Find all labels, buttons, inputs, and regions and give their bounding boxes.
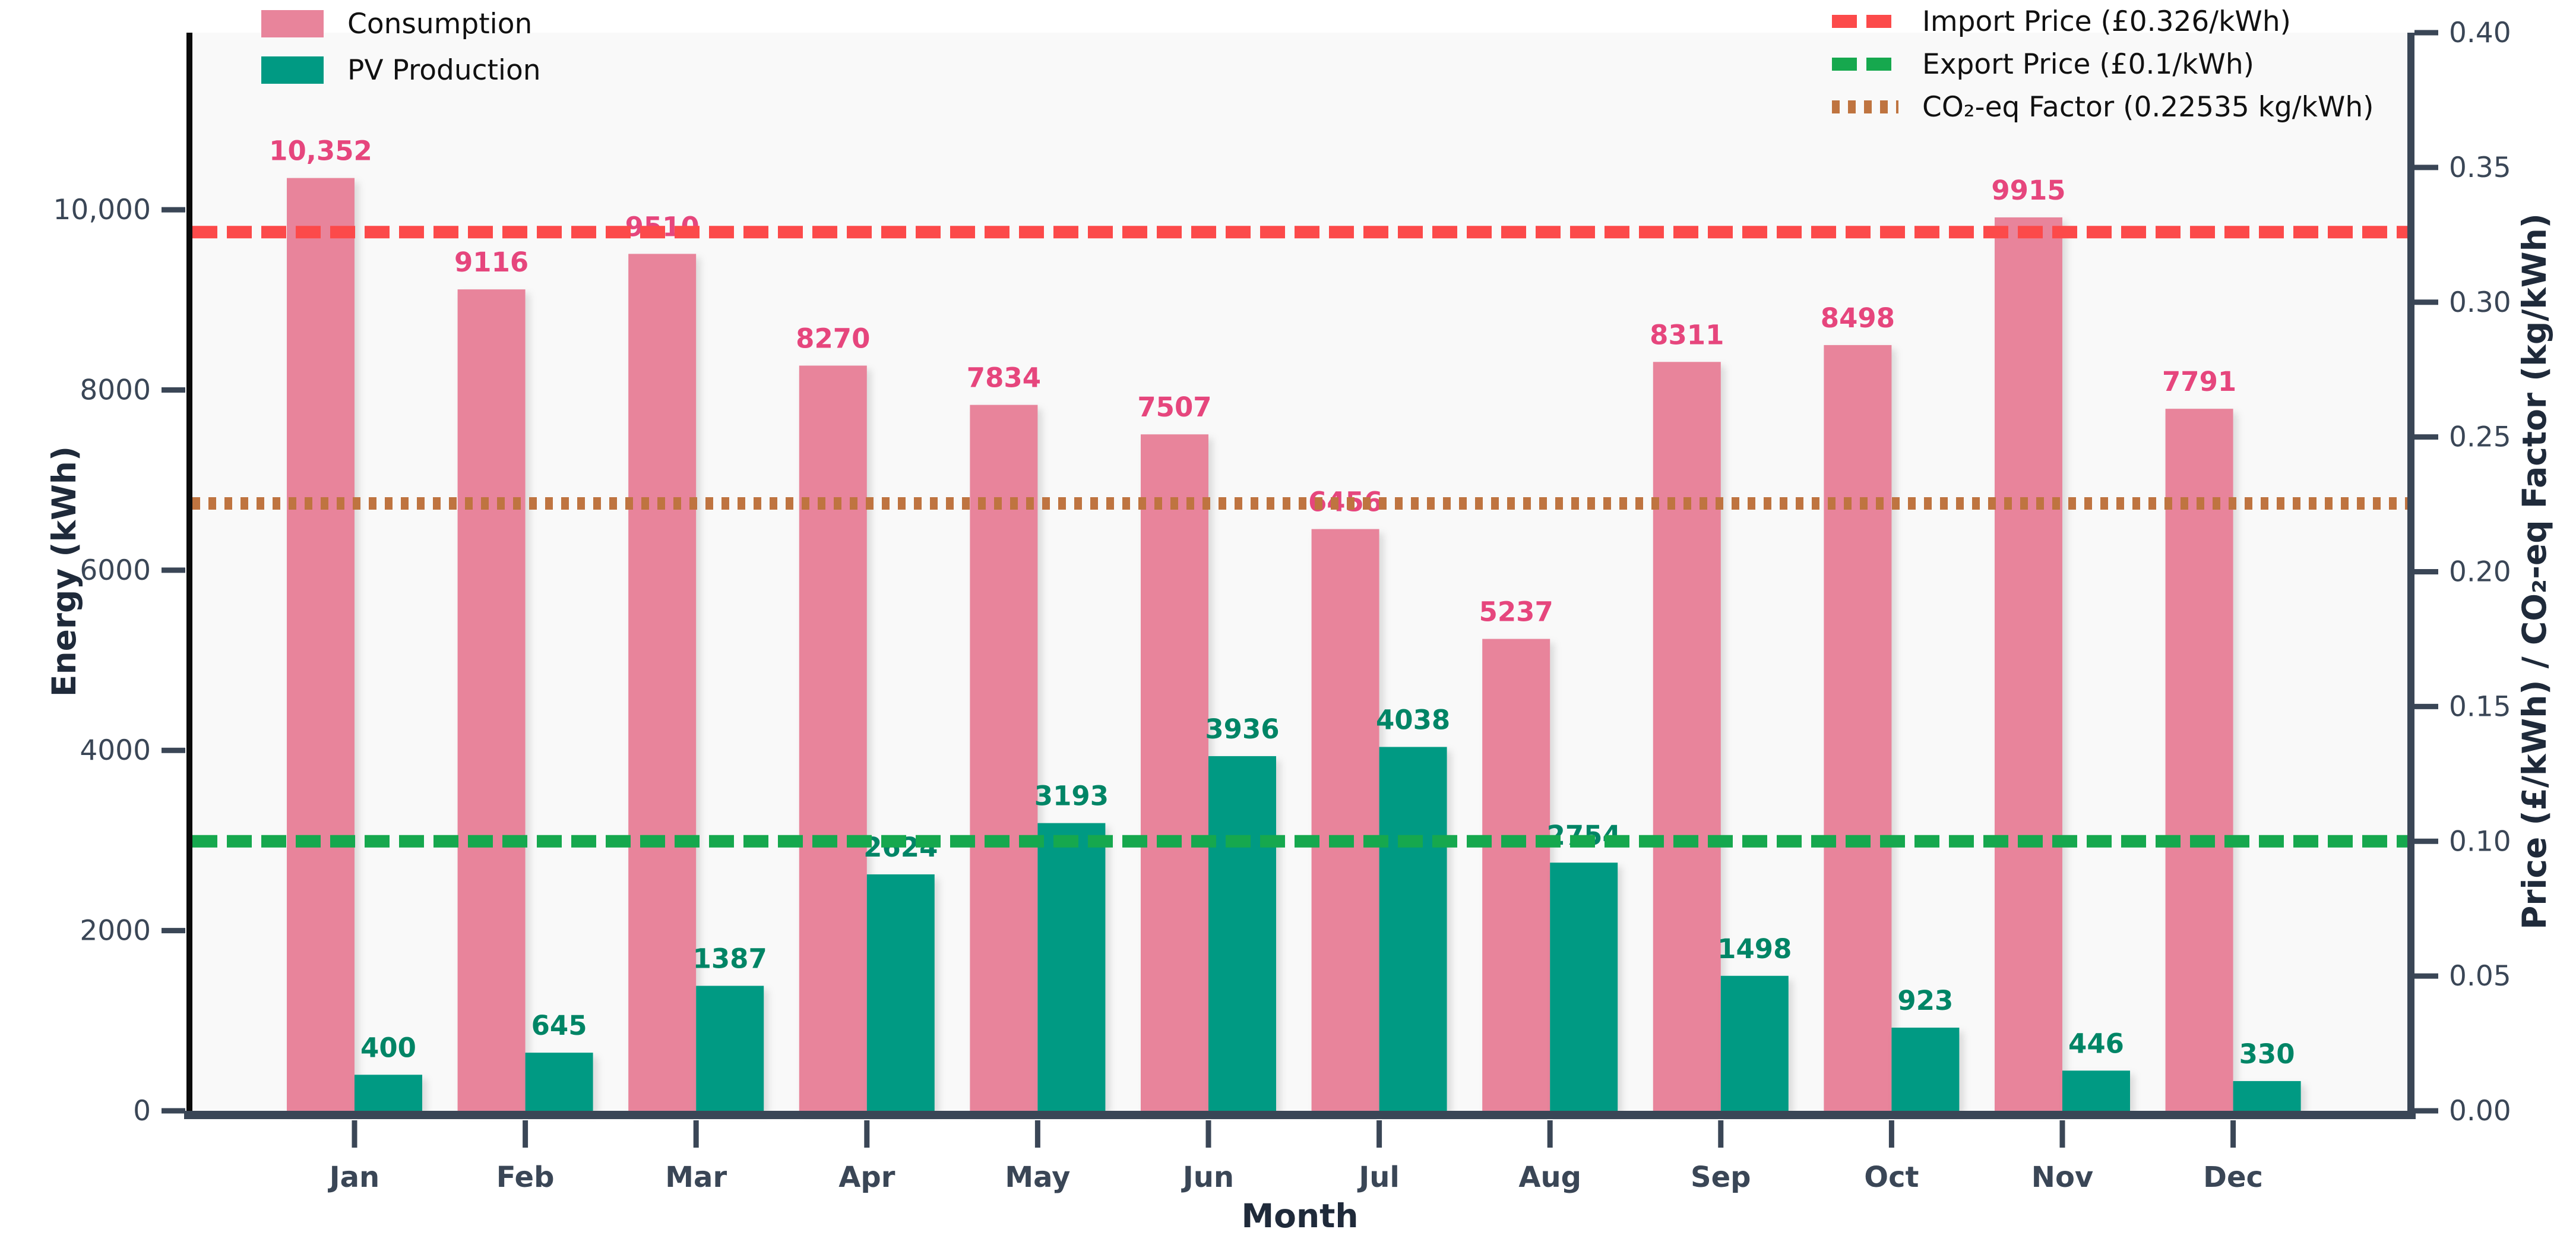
consumption-value-label: 5237 bbox=[1479, 596, 1553, 628]
pv-production-bar bbox=[2062, 1070, 2130, 1111]
left-spine bbox=[186, 33, 192, 1119]
consumption-value-label: 7507 bbox=[1137, 391, 1211, 423]
consumption-bar bbox=[970, 405, 1038, 1111]
month-tick-label: Mar bbox=[665, 1161, 727, 1194]
consumption-value-label: 8311 bbox=[1650, 319, 1724, 350]
consumption-bar bbox=[628, 254, 697, 1111]
right-spine bbox=[2407, 33, 2414, 1119]
legend-label: Export Price (£0.1/kWh) bbox=[1922, 48, 2254, 81]
right-y-axis-label: Price (£/kWh) / CO₂-eq Factor (kg/kWh) bbox=[2515, 213, 2553, 930]
consumption-value-label: 8270 bbox=[796, 323, 870, 355]
left-tick-label: 6000 bbox=[80, 554, 151, 587]
pv-production-bar bbox=[525, 1053, 593, 1111]
pv-production-bar bbox=[2233, 1081, 2301, 1111]
pv-production-bar bbox=[1891, 1027, 1960, 1111]
consumption-value-label: 7791 bbox=[2162, 366, 2236, 397]
pv-production-bar bbox=[866, 874, 935, 1111]
x-axis-label: Month bbox=[1241, 1197, 1359, 1235]
right-tick-label: 0.10 bbox=[2449, 825, 2511, 858]
consumption-bar bbox=[1311, 529, 1379, 1111]
pv-value-label: 446 bbox=[2068, 1028, 2124, 1059]
consumption-value-label: 9915 bbox=[1991, 175, 2065, 206]
right-tick-label: 0.35 bbox=[2449, 151, 2511, 184]
right-tick-label: 0.40 bbox=[2449, 17, 2511, 49]
left-y-axis-label: Energy (kWh) bbox=[45, 446, 83, 697]
pv-value-label: 400 bbox=[360, 1032, 416, 1063]
pv-value-label: 330 bbox=[2239, 1038, 2295, 1070]
right-tick-label: 0.25 bbox=[2449, 421, 2511, 454]
month-tick-label: Jun bbox=[1181, 1161, 1234, 1194]
pv-value-label: 923 bbox=[1897, 985, 1953, 1016]
bottom-spine bbox=[184, 1111, 2416, 1119]
legend-label: Consumption bbox=[347, 8, 532, 40]
pv-value-label: 645 bbox=[531, 1010, 587, 1041]
pv-production-bar bbox=[1208, 756, 1276, 1111]
month-tick-label: Dec bbox=[2203, 1161, 2263, 1194]
pv-production-bar bbox=[696, 985, 764, 1111]
consumption-value-label: 8498 bbox=[1821, 302, 1895, 334]
pv-production-bar bbox=[1720, 975, 1789, 1111]
pv-value-label: 3936 bbox=[1205, 713, 1279, 745]
consumption-value-label: 7834 bbox=[967, 362, 1041, 394]
legend-label: Import Price (£0.326/kWh) bbox=[1922, 5, 2291, 38]
left-tick-label: 10,000 bbox=[53, 194, 151, 226]
right-tick-label: 0.30 bbox=[2449, 286, 2511, 319]
month-tick-label: Jan bbox=[328, 1161, 379, 1194]
consumption-bar bbox=[457, 289, 526, 1111]
month-tick-label: Feb bbox=[496, 1161, 555, 1194]
month-tick-label: Oct bbox=[1864, 1161, 1919, 1194]
pv-production-bar bbox=[1037, 823, 1106, 1111]
consumption-bar bbox=[799, 365, 867, 1111]
month-tick-label: Apr bbox=[838, 1161, 895, 1194]
left-tick-label: 0 bbox=[133, 1095, 151, 1127]
consumption-bar bbox=[1141, 434, 1208, 1111]
month-tick-label: Jul bbox=[1357, 1161, 1399, 1194]
left-tick-label: 2000 bbox=[80, 915, 151, 947]
consumption-value-label: 10,352 bbox=[269, 135, 372, 167]
month-tick-label: Sep bbox=[1691, 1161, 1751, 1194]
pv-value-label: 3193 bbox=[1034, 781, 1109, 812]
consumption-bar bbox=[1482, 639, 1550, 1111]
legend-label: PV Production bbox=[347, 54, 541, 87]
consumption-bar bbox=[1824, 345, 1892, 1111]
consumption-bar bbox=[1653, 362, 1721, 1111]
month-tick-label: Aug bbox=[1518, 1161, 1581, 1194]
consumption-bar bbox=[1995, 217, 2062, 1111]
consumption-bar bbox=[287, 178, 355, 1111]
pv-production-bar bbox=[1550, 863, 1618, 1111]
right-tick-label: 0.15 bbox=[2449, 690, 2511, 723]
legend-swatch bbox=[261, 56, 324, 84]
pv-value-label: 1498 bbox=[1717, 933, 1792, 965]
pv-production-bar bbox=[355, 1075, 422, 1111]
right-tick-label: 0.00 bbox=[2449, 1095, 2511, 1127]
pv-value-label: 4038 bbox=[1376, 704, 1450, 735]
left-tick-label: 8000 bbox=[80, 374, 151, 406]
pv-production-bar bbox=[1379, 747, 1447, 1111]
right-tick-label: 0.20 bbox=[2449, 556, 2511, 589]
consumption-value-label: 9116 bbox=[454, 247, 529, 278]
consumption-bar bbox=[2165, 409, 2233, 1111]
left-tick-label: 4000 bbox=[80, 734, 151, 767]
right-tick-label: 0.05 bbox=[2449, 960, 2511, 993]
month-tick-label: May bbox=[1005, 1161, 1070, 1194]
legend-label: CO₂-eq Factor (0.22535 kg/kWh) bbox=[1922, 91, 2374, 124]
legend-swatch bbox=[261, 10, 324, 37]
pv-value-label: 1387 bbox=[693, 943, 767, 975]
month-tick-label: Nov bbox=[2031, 1161, 2093, 1194]
